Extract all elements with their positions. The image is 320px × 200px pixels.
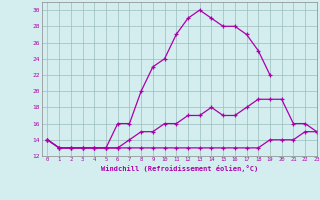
X-axis label: Windchill (Refroidissement éolien,°C): Windchill (Refroidissement éolien,°C) — [100, 165, 258, 172]
